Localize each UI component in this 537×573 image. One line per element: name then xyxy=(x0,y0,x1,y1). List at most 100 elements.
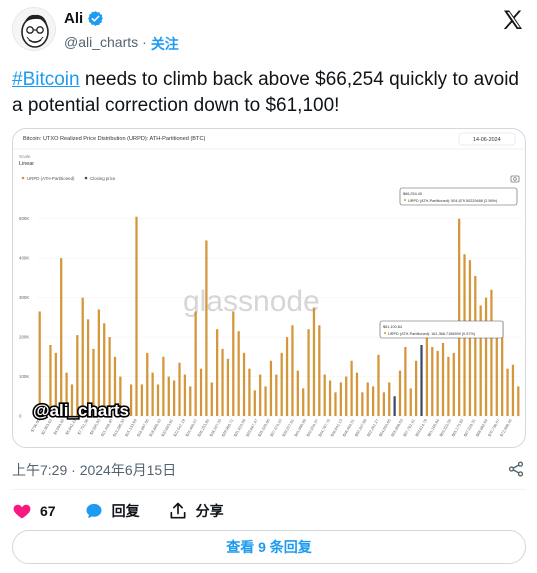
bar[interactable] xyxy=(501,321,504,416)
bar[interactable] xyxy=(506,368,509,416)
bar[interactable] xyxy=(350,360,353,416)
bar[interactable] xyxy=(458,218,461,416)
bar[interactable] xyxy=(495,325,498,416)
bar[interactable] xyxy=(382,392,385,416)
bar[interactable] xyxy=(242,352,246,416)
bar[interactable] xyxy=(415,360,418,416)
bar[interactable] xyxy=(269,360,273,416)
bar[interactable] xyxy=(291,325,294,416)
display-name[interactable]: Ali xyxy=(64,10,84,27)
bar[interactable] xyxy=(119,376,122,416)
bar[interactable] xyxy=(334,392,337,416)
bar[interactable] xyxy=(280,352,283,416)
bar[interactable] xyxy=(323,374,326,416)
bar[interactable] xyxy=(81,297,84,416)
bar[interactable] xyxy=(205,240,208,416)
bar[interactable] xyxy=(511,364,515,416)
bar[interactable] xyxy=(366,382,369,416)
bar[interactable] xyxy=(237,331,240,416)
date-picker[interactable] xyxy=(458,132,516,146)
bar[interactable] xyxy=(307,329,310,416)
bar[interactable] xyxy=(129,384,133,416)
bar[interactable] xyxy=(232,311,235,416)
share-button[interactable]: 分享 xyxy=(168,501,224,521)
bar[interactable] xyxy=(248,368,251,416)
bar[interactable] xyxy=(264,386,267,416)
bar[interactable] xyxy=(146,352,149,416)
bar[interactable] xyxy=(393,396,396,416)
bar[interactable] xyxy=(517,386,520,416)
handle[interactable]: @ali_charts xyxy=(64,34,139,50)
bar[interactable] xyxy=(371,386,375,416)
bar[interactable] xyxy=(60,258,63,416)
bar[interactable] xyxy=(302,388,305,416)
bar[interactable] xyxy=(484,297,488,416)
timestamp[interactable]: 上午7:29 · 2024年6月15日 xyxy=(12,462,177,478)
bar[interactable] xyxy=(108,337,111,416)
bar[interactable] xyxy=(38,311,41,416)
bar[interactable] xyxy=(97,309,100,416)
camera-icon[interactable] xyxy=(510,175,520,183)
bar[interactable] xyxy=(183,374,187,416)
bar[interactable] xyxy=(474,275,477,416)
bar[interactable] xyxy=(409,388,412,416)
bar[interactable] xyxy=(162,356,165,416)
bar[interactable] xyxy=(65,372,68,416)
scale-select[interactable]: Linear xyxy=(19,161,34,167)
bar[interactable] xyxy=(86,319,90,416)
bar[interactable] xyxy=(135,216,138,416)
bar[interactable] xyxy=(156,384,160,416)
bar[interactable] xyxy=(425,335,429,416)
bar[interactable] xyxy=(173,380,176,416)
view-replies-button[interactable]: 查看 9 条回复 xyxy=(12,530,526,564)
like-button[interactable]: 67 xyxy=(12,501,56,521)
bar[interactable] xyxy=(167,376,170,416)
bar[interactable] xyxy=(199,368,203,416)
bar[interactable] xyxy=(285,337,289,416)
bar[interactable] xyxy=(54,352,57,416)
bar[interactable] xyxy=(189,386,192,416)
hashtag-link[interactable]: #Bitcoin xyxy=(12,69,80,90)
bar[interactable] xyxy=(178,362,181,416)
bar[interactable] xyxy=(221,348,224,416)
bar[interactable] xyxy=(259,374,262,416)
reply-button[interactable]: 回复 xyxy=(84,501,140,521)
bar[interactable] xyxy=(420,344,423,416)
bar[interactable] xyxy=(113,356,117,416)
bar[interactable] xyxy=(398,370,402,416)
bar[interactable] xyxy=(103,323,106,416)
bar[interactable] xyxy=(431,346,434,416)
tweet-media-chart[interactable]: Bitcoin: UTXO Realized Price Distributio… xyxy=(12,128,526,448)
bar[interactable] xyxy=(452,352,455,416)
bar[interactable] xyxy=(339,382,342,416)
bar[interactable] xyxy=(312,307,316,417)
bar[interactable] xyxy=(318,325,321,416)
bar[interactable] xyxy=(377,354,380,416)
follow-button[interactable]: 关注 xyxy=(150,36,179,52)
bar[interactable] xyxy=(210,382,213,416)
bar[interactable] xyxy=(490,289,493,416)
bar[interactable] xyxy=(151,372,154,416)
bar[interactable] xyxy=(296,370,299,416)
bar[interactable] xyxy=(92,348,95,416)
bar[interactable] xyxy=(345,376,348,416)
bar[interactable] xyxy=(404,346,407,416)
bar[interactable] xyxy=(253,390,256,416)
bar[interactable] xyxy=(328,380,332,416)
bar[interactable] xyxy=(441,343,445,416)
bar[interactable] xyxy=(388,382,391,416)
bar[interactable] xyxy=(275,374,278,416)
share-link-icon[interactable] xyxy=(507,460,525,478)
bar[interactable] xyxy=(447,356,450,416)
bar[interactable] xyxy=(216,329,219,416)
bar[interactable] xyxy=(194,311,197,416)
bar[interactable] xyxy=(76,335,79,416)
bar[interactable] xyxy=(70,384,74,416)
bar[interactable] xyxy=(355,372,359,416)
bar[interactable] xyxy=(49,344,52,416)
bar[interactable] xyxy=(479,305,482,416)
bar[interactable] xyxy=(226,358,230,416)
bar[interactable] xyxy=(140,384,143,416)
bar[interactable] xyxy=(436,350,439,416)
avatar[interactable] xyxy=(12,7,56,51)
